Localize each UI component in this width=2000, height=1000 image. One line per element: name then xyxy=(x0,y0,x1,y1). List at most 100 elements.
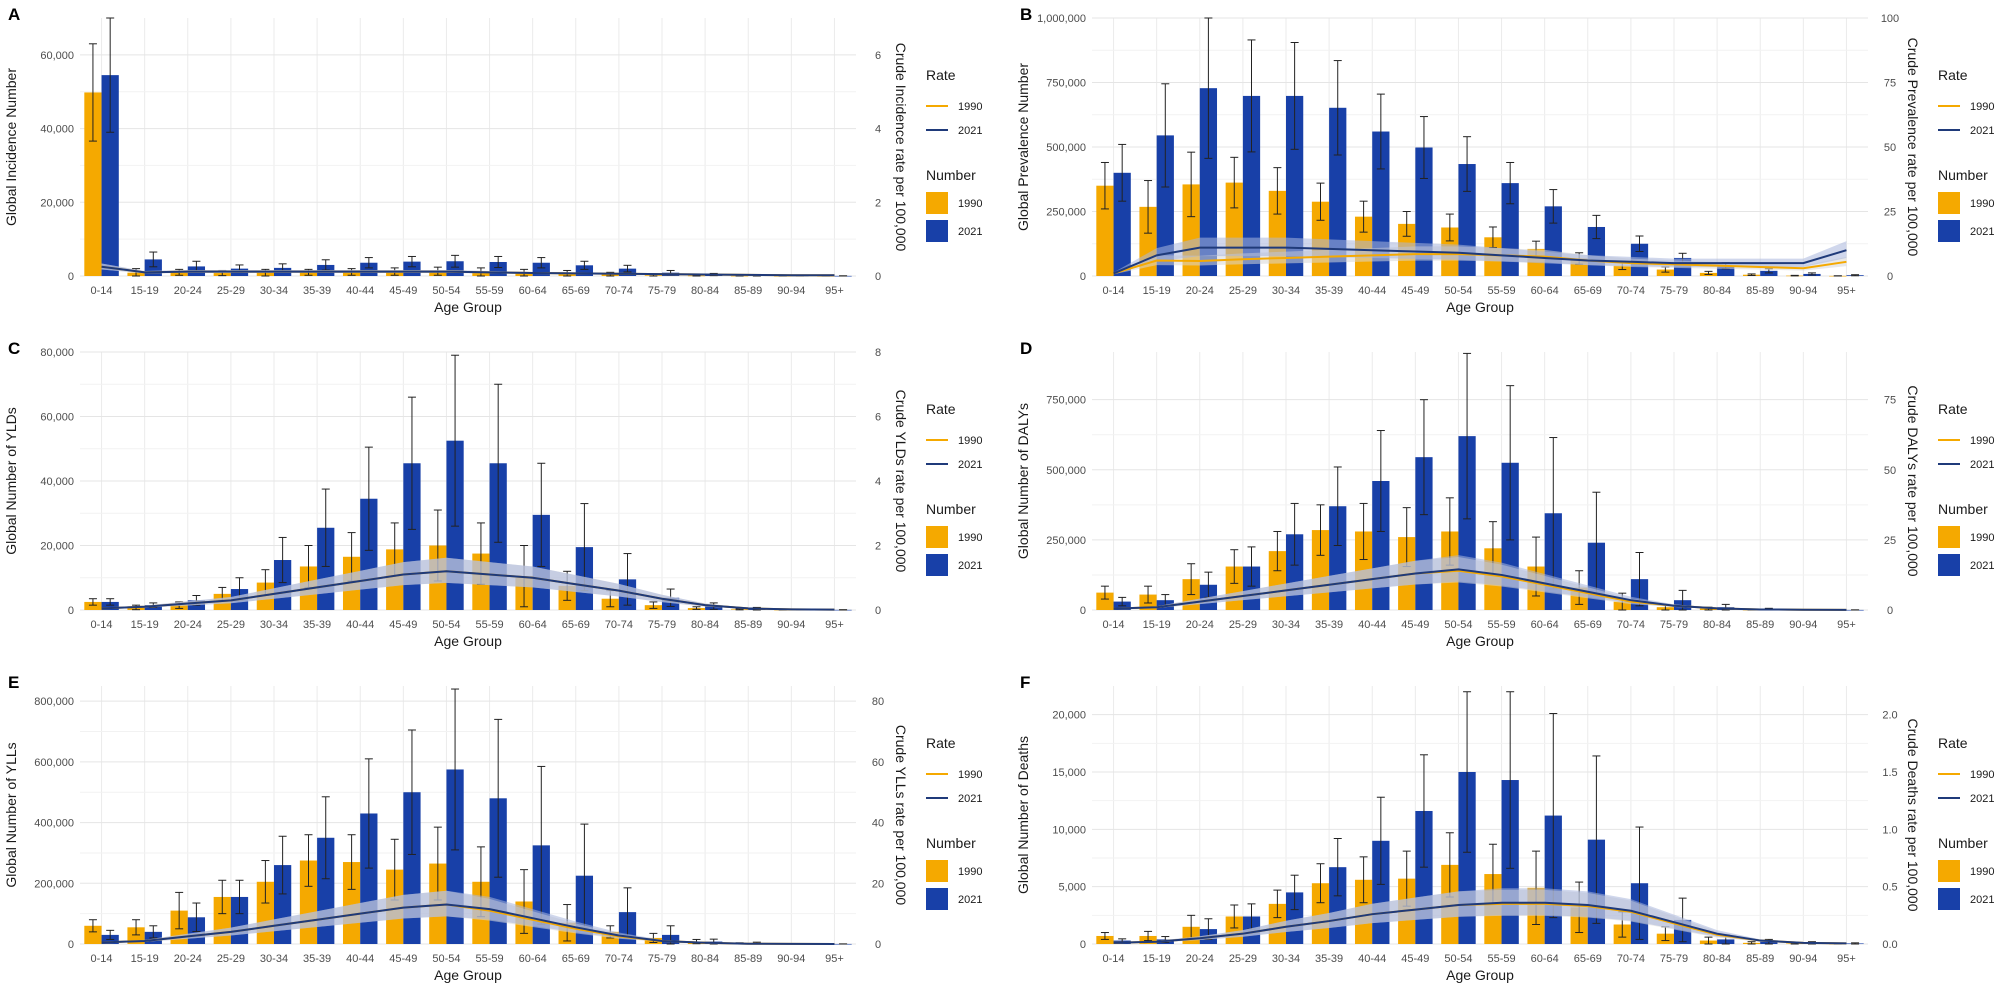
y-axis-title: Global Number of Deaths xyxy=(1015,736,1031,894)
x-tick-label: 90-94 xyxy=(1789,619,1817,631)
x-axis-title: Age Group xyxy=(434,299,502,315)
legend-number-swatch xyxy=(926,888,948,910)
legend-rate-title: Rate xyxy=(926,401,956,417)
panel-letter: A xyxy=(8,5,20,24)
x-tick-label: 75-79 xyxy=(648,953,676,965)
gridlines xyxy=(80,686,856,945)
legend-number-label: 2021 xyxy=(1970,894,1994,906)
bar-1990-70-74 xyxy=(1613,265,1631,276)
y-axis-title: Global Number of DALYs xyxy=(1015,403,1031,559)
y-tick-label: 60,000 xyxy=(40,412,74,424)
legend-rate-title: Rate xyxy=(1938,401,1968,417)
x-tick-label: 25-29 xyxy=(1229,953,1257,965)
y2-tick-label: 4 xyxy=(875,476,881,488)
rate-lines xyxy=(1113,888,1847,945)
x-tick-label: 55-59 xyxy=(475,285,503,297)
bar-1990-15-19 xyxy=(127,927,145,944)
x-tick-label: 50-54 xyxy=(1444,619,1472,631)
y-tick-label: 20,000 xyxy=(40,197,74,209)
bar-1990-0-14 xyxy=(1096,935,1114,944)
y-tick-label: 5,000 xyxy=(1058,882,1086,894)
y-tick-label: 500,000 xyxy=(1046,465,1086,477)
legend-number-label: 1990 xyxy=(1970,866,1994,878)
x-tick-label: 0-14 xyxy=(1103,285,1125,297)
x-tick-label: 85-89 xyxy=(734,285,762,297)
x-tick-label: 15-19 xyxy=(131,285,159,297)
y2-tick-label: 6 xyxy=(875,50,881,62)
y2-tick-label: 0.5 xyxy=(1882,882,1897,894)
y-tick-label: 500,000 xyxy=(1046,142,1086,154)
x-tick-label: 75-79 xyxy=(1660,619,1688,631)
x-tick-label: 50-54 xyxy=(1444,953,1472,965)
x-tick-label: 65-69 xyxy=(1574,285,1602,297)
x-tick-label: 75-79 xyxy=(648,285,676,297)
x-tick-label: 25-29 xyxy=(1229,285,1257,297)
x-tick-label: 15-19 xyxy=(131,953,159,965)
x-tick-label: 25-29 xyxy=(217,285,245,297)
x-tick-label: 95+ xyxy=(1837,285,1856,297)
y2-tick-label: 75 xyxy=(1884,395,1896,407)
x-tick-label: 85-89 xyxy=(1746,953,1774,965)
y2-tick-label: 0 xyxy=(1887,605,1893,617)
y2-tick-label: 1.5 xyxy=(1882,767,1897,779)
y-axis-left: 0 200,000 400,000 600,000 800,000 xyxy=(34,696,74,951)
legend-number-label: 1990 xyxy=(958,532,982,544)
x-tick-label: 30-34 xyxy=(1272,285,1300,297)
legend: Rate 1990 2021 Number 1990 2021 xyxy=(1938,67,1994,242)
x-tick-label: 70-74 xyxy=(1617,953,1645,965)
y2-axis-title: Crude Deaths rate per 100,000 xyxy=(1905,718,1921,911)
bar-2021-0-14 xyxy=(101,601,119,610)
x-tick-label: 30-34 xyxy=(1272,953,1300,965)
x-tick-label: 35-39 xyxy=(303,619,331,631)
legend-number-label: 1990 xyxy=(1970,198,1994,210)
y2-tick-label: 80 xyxy=(872,696,884,708)
x-tick-label: 45-49 xyxy=(389,619,417,631)
y2-axis-title: Crude Prevalence rate per 100,000 xyxy=(1905,38,1921,257)
legend-number-label: 2021 xyxy=(958,894,982,906)
x-tick-label: 30-34 xyxy=(260,285,288,297)
y2-tick-label: 2.0 xyxy=(1882,710,1897,722)
y2-tick-label: 100 xyxy=(1881,13,1899,25)
x-tick-label: 85-89 xyxy=(1746,285,1774,297)
x-tick-label: 40-44 xyxy=(1358,953,1386,965)
y2-axis-title: Crude YLDs rate per 100,000 xyxy=(893,390,909,573)
x-tick-label: 70-74 xyxy=(605,953,633,965)
x-tick-label: 25-29 xyxy=(217,953,245,965)
bar-1990-0-14 xyxy=(84,92,102,276)
legend-rate-title: Rate xyxy=(926,735,956,751)
x-tick-label: 15-19 xyxy=(1143,953,1171,965)
rate-lines xyxy=(101,890,835,945)
x-axis: 0-14 15-19 20-24 25-29 30-34 35-39 40-44 45-49 5… xyxy=(91,285,844,297)
x-tick-label: 65-69 xyxy=(1574,619,1602,631)
x-tick-label: 80-84 xyxy=(1703,619,1731,631)
y2-tick-label: 6 xyxy=(875,412,881,424)
bar-2021-35-39 xyxy=(1329,107,1347,276)
x-tick-label: 85-89 xyxy=(734,619,762,631)
y2-tick-label: 20 xyxy=(872,878,884,890)
y2-tick-label: 2 xyxy=(875,197,881,209)
legend: Rate 1990 2021 Number 1990 2021 xyxy=(1938,735,1994,910)
bar-2021-25-29 xyxy=(1242,95,1261,276)
y-axis-title: Global Number of YLDs xyxy=(3,407,19,555)
x-tick-label: 55-59 xyxy=(1487,285,1515,297)
legend-number-title: Number xyxy=(926,167,976,183)
y-tick-label: 400,000 xyxy=(34,818,74,830)
legend-number-swatch xyxy=(926,192,948,214)
bar-2021-15-19 xyxy=(1156,135,1174,276)
x-tick-label: 30-34 xyxy=(1272,619,1300,631)
x-tick-label: 40-44 xyxy=(1358,285,1386,297)
legend-rate-label: 2021 xyxy=(958,459,982,471)
x-tick-label: 20-24 xyxy=(1186,953,1214,965)
x-tick-label: 75-79 xyxy=(1660,953,1688,965)
y-tick-label: 0 xyxy=(68,605,74,617)
legend-rate-label: 1990 xyxy=(958,435,982,447)
legend-number-title: Number xyxy=(1938,167,1988,183)
x-tick-label: 0-14 xyxy=(91,619,113,631)
x-tick-label: 30-34 xyxy=(260,953,288,965)
legend: Rate 1990 2021 Number 1990 2021 xyxy=(1938,401,1994,576)
x-tick-label: 90-94 xyxy=(777,285,805,297)
x-axis-title: Age Group xyxy=(434,967,502,983)
x-axis: 0-14 15-19 20-24 25-29 30-34 35-39 40-44 45-49 5… xyxy=(1103,953,1856,965)
y2-axis-title: Crude DALYs rate per 100,000 xyxy=(1905,385,1921,576)
y-tick-label: 80,000 xyxy=(40,347,74,359)
